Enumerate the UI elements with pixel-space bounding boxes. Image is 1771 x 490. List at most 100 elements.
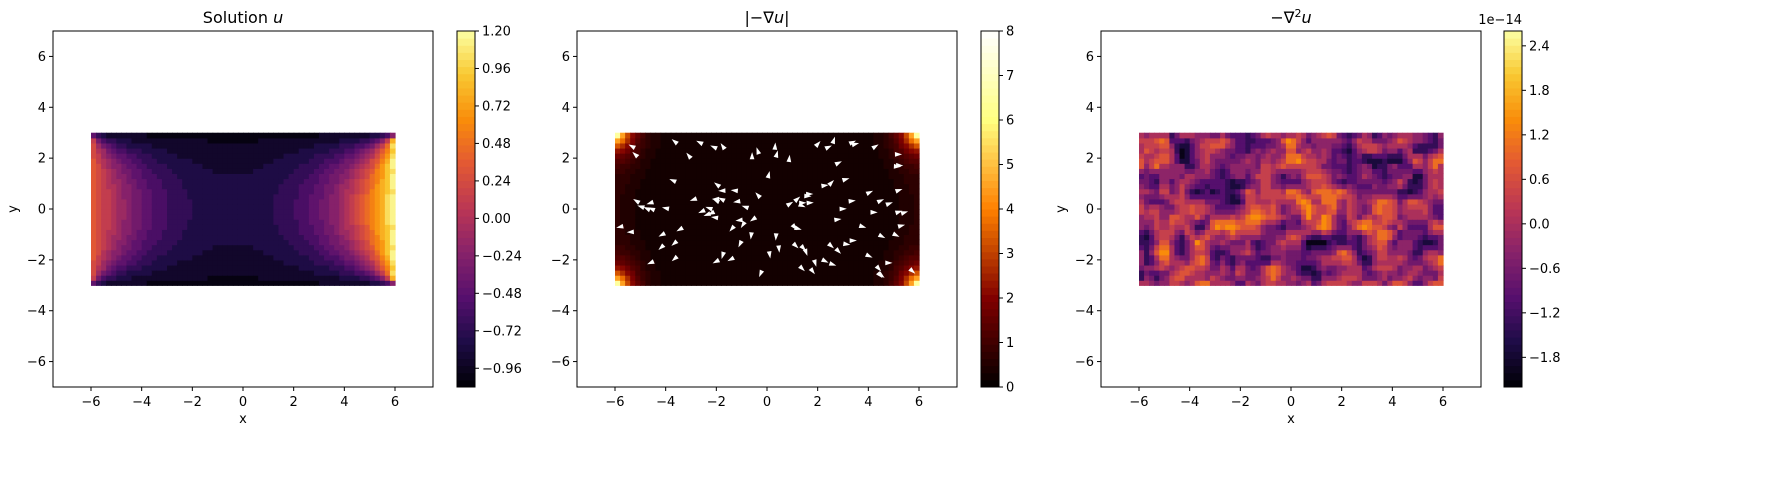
field-cell	[913, 173, 920, 180]
field-cell	[691, 137, 697, 144]
field-cell	[848, 219, 854, 225]
colorbar-band	[457, 123, 475, 132]
field-cell	[222, 234, 229, 241]
field-cell	[1179, 132, 1186, 139]
field-cell	[339, 153, 345, 159]
field-cell	[1230, 239, 1236, 246]
field-cell	[650, 254, 657, 261]
field-cell	[313, 178, 320, 185]
field-cell	[883, 178, 890, 185]
field-cell	[868, 183, 874, 190]
field-cell	[1204, 209, 1211, 215]
field-cell	[131, 209, 138, 215]
field-cell	[116, 147, 122, 154]
field-cell	[736, 254, 743, 261]
field-cell	[258, 147, 264, 154]
field-cell	[217, 209, 224, 215]
quiver-arrow	[874, 264, 882, 272]
field-cell	[620, 234, 626, 241]
field-cell	[843, 158, 849, 164]
field-cell	[691, 259, 697, 266]
field-cell	[207, 234, 214, 241]
field-cell	[197, 219, 204, 225]
field-cell	[1189, 163, 1196, 169]
field-cell	[670, 209, 677, 215]
field-cell	[1270, 147, 1277, 154]
field-cell	[782, 270, 788, 276]
field-cell	[812, 249, 819, 256]
field-cell	[696, 280, 702, 286]
field-cell	[848, 173, 854, 180]
field-cell	[1149, 234, 1155, 241]
field-cell	[1245, 178, 1252, 185]
field-cell	[324, 234, 330, 241]
field-cell	[1159, 132, 1165, 139]
field-cell	[253, 259, 259, 266]
field-cell	[655, 249, 662, 256]
field-cell	[716, 137, 722, 144]
field-cell	[167, 142, 173, 149]
field-cell	[197, 264, 204, 271]
field-cell	[313, 209, 320, 215]
field-cell	[217, 203, 224, 210]
field-cell	[883, 188, 890, 195]
field-cell	[96, 163, 102, 169]
field-cell	[685, 132, 692, 139]
quiver-arrow	[720, 143, 727, 151]
field-cell	[359, 214, 366, 220]
field-cell	[354, 214, 361, 220]
field-cell	[1154, 275, 1160, 281]
field-cell	[1250, 142, 1257, 149]
field-cell	[1199, 209, 1206, 215]
field-cell	[389, 239, 396, 246]
field-cell	[156, 173, 163, 180]
field-cell	[263, 239, 269, 246]
field-cell	[1235, 173, 1241, 180]
field-cell	[751, 249, 758, 256]
field-cell	[344, 229, 350, 236]
field-cell	[792, 254, 798, 261]
field-cell	[1230, 188, 1236, 195]
field-cell	[156, 219, 163, 225]
field-cell	[263, 188, 269, 195]
field-cell	[898, 280, 905, 286]
field-cell	[237, 224, 244, 230]
field-cell	[1280, 259, 1287, 266]
field-cell	[349, 188, 356, 195]
colorbar-band	[981, 365, 999, 374]
colorbar-band	[981, 52, 999, 60]
field-cell	[898, 147, 905, 154]
field-cell	[873, 132, 880, 139]
field-cell	[843, 147, 849, 154]
field-cell	[903, 239, 910, 246]
field-cell	[374, 249, 381, 256]
field-cell	[192, 249, 198, 256]
field-cell	[278, 132, 285, 139]
field-cell	[324, 163, 330, 169]
field-cell	[379, 239, 386, 246]
field-cell	[761, 193, 768, 200]
field-cell	[1189, 264, 1196, 271]
field-cell	[812, 270, 819, 276]
field-cell	[756, 229, 763, 236]
field-cell	[630, 234, 636, 241]
field-cell	[273, 168, 280, 174]
field-cell	[106, 259, 112, 266]
field-cell	[878, 203, 885, 210]
field-cell	[777, 264, 783, 271]
field-cell	[222, 259, 229, 266]
field-cell	[116, 142, 122, 149]
field-cell	[802, 168, 809, 174]
field-cell	[298, 214, 305, 220]
field-cell	[319, 249, 325, 256]
field-cell	[1159, 264, 1165, 271]
x-tick-label: 4	[340, 395, 348, 410]
field-cell	[1169, 214, 1176, 220]
field-cell	[273, 229, 280, 236]
field-cell	[1144, 203, 1150, 210]
field-cell	[258, 239, 264, 246]
field-cell	[364, 147, 371, 154]
field-cell	[263, 178, 269, 185]
field-cell	[212, 270, 219, 276]
field-cell	[1311, 244, 1317, 251]
